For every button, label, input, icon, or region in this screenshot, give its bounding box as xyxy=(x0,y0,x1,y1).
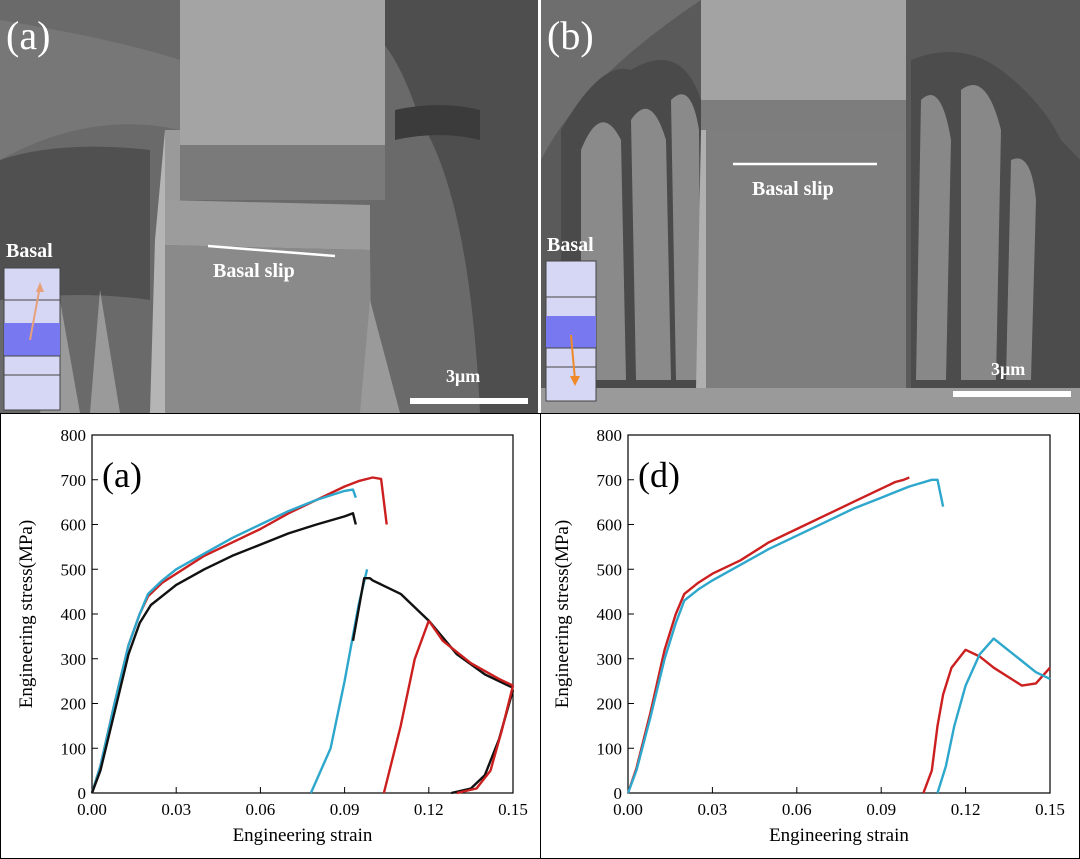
y-tick-label: 200 xyxy=(61,695,87,714)
y-tick-label: 700 xyxy=(597,471,623,490)
series-line-cyan xyxy=(90,488,357,794)
y-tick-label: 0 xyxy=(78,784,87,803)
series-line-red xyxy=(427,620,514,687)
series-line-black xyxy=(451,689,515,795)
x-tick-label: 0.09 xyxy=(330,800,360,819)
panel-letter-a: (a) xyxy=(6,13,51,58)
x-axis-label: Engineering strain xyxy=(769,825,909,846)
y-axis-label: Engineering stress(MPa) xyxy=(552,520,573,708)
stress-strain-plots: 0.00 0.03 0.06 0.09 0.12 0.15 0 100 200 300 400 500… xyxy=(0,413,1080,859)
y-tick-label: 400 xyxy=(597,605,623,624)
sem-image-a: (a) Basal slip Basal 3μm xyxy=(0,0,538,413)
x-tick-label: 0.00 xyxy=(613,800,643,819)
scale-bar-label-b: 3μm xyxy=(991,359,1026,379)
series-line-cyan xyxy=(626,478,945,794)
y-tick-label: 600 xyxy=(597,516,623,535)
x-tick-label: 0.09 xyxy=(866,800,896,819)
y-tick-label: 400 xyxy=(61,605,87,624)
series-line-cyan xyxy=(936,637,1051,794)
x-tick-label: 0.03 xyxy=(698,800,728,819)
x-tick-label: 0.12 xyxy=(414,800,444,819)
series-line-red xyxy=(456,685,515,795)
y-tick-label: 800 xyxy=(61,426,87,445)
scale-bar-label-a: 3μm xyxy=(446,366,481,386)
chart-panel-letter: (a) xyxy=(102,455,142,495)
sem-image-b: (b) Basal slip Basal 3μm xyxy=(541,0,1080,413)
y-tick-label: 500 xyxy=(61,560,87,579)
basal-slip-label-a: Basal slip xyxy=(213,260,295,282)
stress-strain-chart-a: 0.00 0.03 0.06 0.09 0.12 0.15 0 100 200 300 400 500… xyxy=(16,426,528,846)
y-tick-label: 500 xyxy=(597,560,623,579)
y-tick-label: 700 xyxy=(61,471,87,490)
stress-strain-chart-d: 0.00 0.03 0.06 0.09 0.12 0.15 0 100 200 300 400 500… xyxy=(552,426,1065,846)
y-tick-label: 100 xyxy=(61,739,87,758)
x-tick-label: 0.06 xyxy=(782,800,812,819)
y-axis-label: Engineering stress(MPa) xyxy=(16,520,37,708)
panel-letter-b: (b) xyxy=(547,13,594,58)
y-tick-label: 600 xyxy=(61,516,87,535)
basal-slip-label-b: Basal slip xyxy=(752,178,834,200)
x-tick-label: 0.15 xyxy=(1035,800,1065,819)
x-tick-label: 0.00 xyxy=(77,800,107,819)
x-axis-label: Engineering strain xyxy=(233,825,373,846)
series-line-black xyxy=(90,512,357,794)
x-tick-label: 0.15 xyxy=(498,800,528,819)
plot-axes-box xyxy=(91,434,514,794)
y-tick-label: 800 xyxy=(597,426,623,445)
series-line-red xyxy=(626,476,910,794)
x-tick-label: 0.06 xyxy=(246,800,276,819)
y-tick-label: 200 xyxy=(597,695,623,714)
basal-crystal-label-b: Basal xyxy=(547,234,594,256)
series-line-black xyxy=(351,576,514,689)
y-tick-label: 300 xyxy=(597,650,623,669)
chart-panel-letter: (d) xyxy=(638,455,680,495)
y-tick-label: 0 xyxy=(614,784,623,803)
series-line-red xyxy=(382,620,430,794)
series-line-red xyxy=(922,648,1051,794)
y-tick-label: 100 xyxy=(597,739,623,758)
x-tick-label: 0.12 xyxy=(951,800,981,819)
x-tick-label: 0.03 xyxy=(161,800,191,819)
sem-micrograph-a xyxy=(0,0,538,413)
sem-micrograph-b xyxy=(541,0,1080,413)
y-tick-label: 300 xyxy=(61,650,87,669)
plot-axes-box xyxy=(627,434,1051,794)
basal-crystal-label-a: Basal xyxy=(6,240,53,262)
